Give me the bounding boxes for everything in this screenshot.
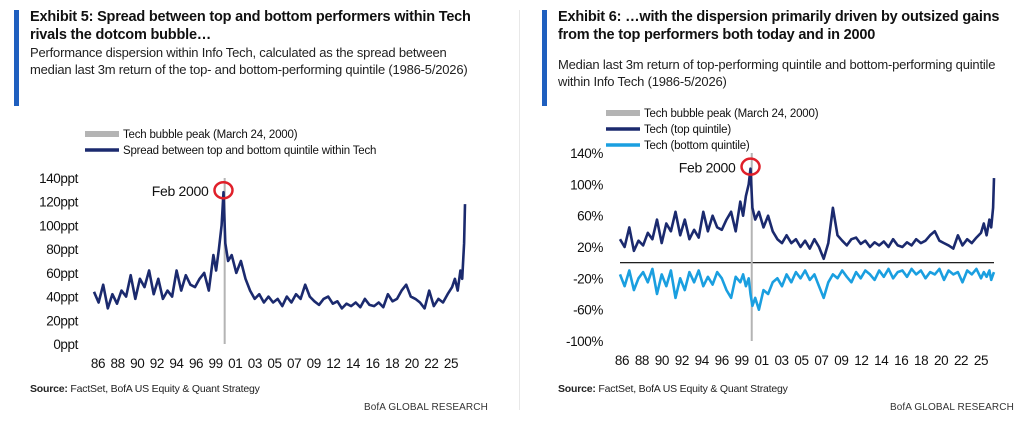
exhibit-subtitle: Performance dispersion within Info Tech,… (30, 45, 468, 77)
x-tick-label: 92 (150, 356, 164, 371)
y-tick-label: 100ppt (39, 218, 79, 233)
y-tick-label: 140ppt (39, 171, 79, 186)
spread-line-chart: Tech bubble peak (March 24, 2000) Spread … (39, 129, 467, 371)
x-tick-label: 12 (854, 353, 868, 368)
accent-bar (14, 10, 19, 106)
series-line (618, 267, 996, 312)
x-tick-label: 88 (635, 353, 649, 368)
accent-bar (542, 10, 547, 106)
y-tick-label: 0ppt (53, 337, 78, 352)
y-tick-label: 120ppt (39, 195, 79, 210)
source-label: Source: (30, 383, 68, 395)
x-tick-label: 92 (675, 353, 689, 368)
x-tick-label: 88 (111, 356, 125, 371)
brand-footer: BofA GLOBAL RESEARCH (364, 402, 488, 413)
exhibit-title: Exhibit 6: …with the dispersion primaril… (558, 9, 1000, 43)
series-line (618, 167, 996, 261)
exhibit-6-panel: Exhibit 6: …with the dispersion primaril… (528, 0, 1024, 429)
y-tick-label: -20% (573, 271, 603, 286)
x-tick-label: 90 (130, 356, 144, 371)
x-tick-label: 09 (834, 353, 848, 368)
x-tick-label: 05 (794, 353, 808, 368)
x-tick-label: 16 (894, 353, 908, 368)
legend-label: Tech (bottom quintile) (644, 140, 750, 152)
x-tick-label: 22 (954, 353, 968, 368)
source-text: FactSet, BofA US Equity & Quant Strategy (67, 383, 260, 395)
x-tick-label: 07 (287, 356, 301, 371)
legend-label: Tech (top quintile) (644, 124, 731, 136)
x-tick-label: 18 (914, 353, 928, 368)
y-tick-label: 20% (577, 240, 603, 255)
x-tick-label: 96 (189, 356, 203, 371)
x-tick-label: 25 (974, 353, 988, 368)
x-tick-label: 99 (209, 356, 223, 371)
x-tick-label: 09 (307, 356, 321, 371)
x-tick-label: 12 (326, 356, 340, 371)
x-tick-label: 01 (228, 356, 242, 371)
y-tick-label: 40ppt (46, 290, 78, 305)
x-tick-label: 05 (267, 356, 281, 371)
x-tick-label: 90 (655, 353, 669, 368)
exhibit-title: Exhibit 5: Spread between top and bottom… (30, 9, 471, 43)
x-tick-label: 25 (444, 356, 458, 371)
legend-label: Tech bubble peak (March 24, 2000) (644, 108, 819, 120)
x-tick-label: 99 (735, 353, 749, 368)
x-tick-label: 07 (814, 353, 828, 368)
legend-label: Tech bubble peak (March 24, 2000) (123, 129, 298, 141)
y-tick-label: 20ppt (46, 313, 78, 328)
y-tick-label: -60% (573, 303, 603, 318)
x-tick-label: 01 (755, 353, 769, 368)
x-tick-label: 96 (715, 353, 729, 368)
x-tick-label: 16 (365, 356, 379, 371)
x-tick-label: 14 (346, 356, 361, 371)
annotation-label: Feb 2000 (152, 183, 209, 199)
y-tick-label: 140% (570, 146, 603, 161)
x-tick-label: 86 (615, 353, 629, 368)
source-label: Source: (558, 383, 596, 395)
source-note: Source: FactSet, BofA US Equity & Quant … (558, 383, 788, 395)
x-tick-label: 03 (774, 353, 788, 368)
exhibit-subtitle: Median last 3m return of top-performing … (558, 57, 996, 89)
brand-footer: BofA GLOBAL RESEARCH (890, 402, 1014, 413)
y-tick-label: 100% (570, 177, 603, 192)
source-text: FactSet, BofA US Equity & Quant Strategy (595, 383, 788, 395)
y-tick-label: 80ppt (46, 242, 78, 257)
panel-divider (519, 10, 520, 410)
x-tick-label: 20 (405, 356, 419, 371)
y-tick-label: 60% (577, 209, 603, 224)
x-tick-label: 94 (695, 353, 710, 368)
x-tick-label: 14 (874, 353, 889, 368)
y-tick-label: -100% (566, 334, 603, 349)
peak-highlight-circle (213, 180, 234, 200)
x-tick-label: 22 (424, 356, 438, 371)
x-tick-label: 18 (385, 356, 399, 371)
legend-label: Spread between top and bottom quintile w… (123, 145, 376, 157)
x-tick-label: 86 (91, 356, 105, 371)
series-line (92, 190, 467, 310)
source-note: Source: FactSet, BofA US Equity & Quant … (30, 383, 260, 395)
x-tick-label: 20 (934, 353, 948, 368)
peak-highlight-circle (740, 157, 761, 176)
x-tick-label: 94 (169, 356, 184, 371)
exhibit-5-panel: Exhibit 5: Spread between top and bottom… (0, 0, 505, 429)
annotation-label: Feb 2000 (679, 160, 736, 176)
y-tick-label: 60ppt (46, 266, 78, 281)
x-tick-label: 03 (248, 356, 262, 371)
quintile-line-chart: Tech bubble peak (March 24, 2000) Tech (t… (566, 108, 996, 368)
